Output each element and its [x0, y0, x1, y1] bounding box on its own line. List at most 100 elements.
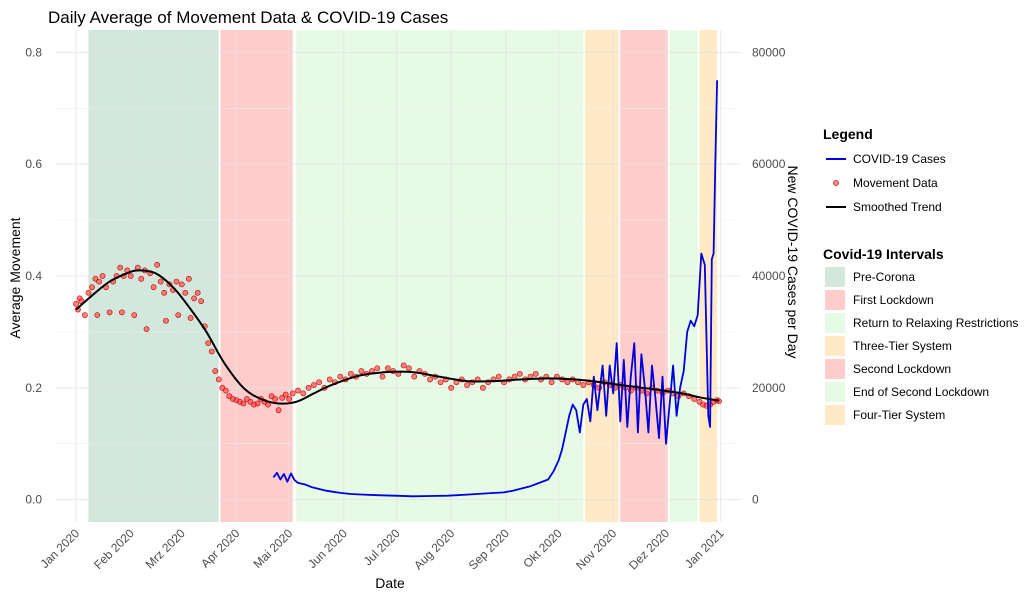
movement-point-93: [427, 376, 433, 383]
movement-point-100: [464, 382, 470, 388]
x-tick-label-6: Jul 2020: [361, 526, 403, 568]
x-tick-label-3: Apr 2020: [198, 526, 243, 571]
y-tick-label-4: 0.8: [25, 45, 42, 59]
x-tick-label-2: Mrz 2020: [143, 526, 189, 572]
movement-point-36: [182, 289, 189, 296]
legend: Legend COVID-19 Cases Movement Data Smooth…: [823, 126, 946, 214]
interval-swatch-6: [825, 405, 845, 425]
movement-point-40: [194, 289, 201, 296]
movement-point-19: [127, 273, 134, 279]
movement-point-41: [198, 298, 205, 305]
interval-swatch-0: [825, 267, 845, 287]
interval-label-2: Return to Relaxing Restrictions: [853, 316, 1018, 330]
movement-point-64: [279, 394, 286, 401]
x-axis-title: Date: [375, 575, 405, 591]
movement-point-80: [358, 368, 365, 374]
intervals-legend-title: Covid-19 Intervals: [823, 246, 944, 262]
movement-point-113: [532, 370, 539, 377]
chart-title: Daily Average of Movement Data & COVID-1…: [48, 8, 448, 27]
movement-point-22: [138, 275, 145, 282]
movement-point-38: [187, 315, 194, 321]
x-axis-ticks: Jan 2020 Feb 2020 Mrz 2020 Apr 2020 Mai 2020…: [37, 526, 727, 572]
movement-point-24: [143, 326, 150, 333]
x-tick-label-9: Okt 2020: [520, 526, 565, 571]
movement-point-5: [85, 289, 92, 296]
y-axis-ticks: 0.0 0.2 0.4 0.6 0.8: [25, 45, 42, 506]
movement-point-63: [275, 407, 282, 414]
legend-key-movement-data: [833, 180, 839, 186]
movement-point-34: [175, 312, 182, 319]
x-tick-label-11: Dez 2020: [626, 526, 672, 572]
movement-point-116: [548, 379, 555, 386]
movement-point-30: [163, 317, 169, 324]
movement-point-68: [295, 387, 301, 394]
movement-point-33: [173, 278, 180, 285]
interval-swatch-4: [825, 359, 845, 379]
x-tick-label-0: Jan 2020: [37, 526, 82, 571]
legend-label-smoothed-trend: Smoothed Trend: [853, 200, 942, 214]
movement-point-70: [305, 384, 312, 391]
movement-point-27: [154, 261, 161, 268]
movement-point-37: [185, 275, 192, 282]
movement-point-69: [300, 390, 307, 397]
movement-point-95: [437, 379, 444, 386]
movement-point-0: [73, 301, 80, 307]
movement-point-109: [511, 373, 518, 380]
movement-point-8: [94, 312, 101, 319]
grid-lines: [55, 30, 740, 522]
movement-point-119: [564, 379, 571, 386]
y-tick-label-0: 0.0: [25, 493, 42, 507]
movement-point-88: [400, 362, 407, 369]
y2-tick-label-2: 40000: [752, 269, 786, 283]
movement-point-83: [374, 365, 381, 372]
x-tick-label-10: Nov 2020: [573, 526, 619, 572]
movement-point-89: [406, 365, 412, 372]
y2-axis-ticks: 0 20000 40000 60000 80000: [752, 45, 786, 506]
x-tick-label-1: Feb 2020: [91, 526, 137, 572]
movement-point-65: [282, 391, 289, 398]
interval-label-6: Four-Tier System: [853, 408, 945, 422]
x-tick-label-5: Jun 2020: [305, 526, 350, 571]
interval-label-4: Second Lockdown: [853, 362, 951, 376]
movement-point-76: [337, 373, 344, 380]
y-tick-label-2: 0.4: [25, 269, 42, 283]
y-tick-label-1: 0.2: [25, 381, 42, 395]
interval-label-3: Three-Tier System: [853, 339, 952, 353]
movement-point-53: [240, 400, 247, 407]
movement-point-28: [157, 278, 164, 285]
movement-point-84: [379, 373, 386, 380]
x-tick-label-8: Sep 2020: [466, 526, 512, 572]
interval-label-1: First Lockdown: [853, 293, 934, 307]
y2-tick-label-3: 60000: [752, 157, 786, 171]
movement-point-39: [191, 295, 198, 302]
movement-point-74: [326, 376, 333, 383]
movement-point-110: [516, 370, 523, 377]
movement-point-106: [495, 373, 502, 380]
interval-swatch-3: [825, 336, 845, 356]
y2-axis-title: New COVID-19 Cases per Day: [785, 166, 801, 359]
movement-point-12: [106, 309, 113, 316]
movement-point-97: [448, 384, 455, 391]
y-tick-label-3: 0.6: [25, 157, 42, 171]
y-axis-title: Average Movement: [7, 217, 23, 338]
movement-point-26: [150, 284, 157, 291]
movement-point-43: [205, 340, 212, 346]
movement-point-57: [254, 400, 261, 407]
movement-point-46: [215, 376, 222, 383]
movement-point-35: [178, 281, 185, 288]
movement-point-48: [222, 387, 229, 394]
movement-point-66: [286, 396, 293, 402]
movement-point-29: [161, 289, 168, 296]
movement-point-15: [117, 264, 124, 271]
movement-point-16: [119, 309, 125, 316]
y2-tick-label-1: 20000: [752, 381, 786, 395]
x-tick-label-12: Jan 2021: [682, 526, 727, 571]
movement-point-20: [131, 312, 138, 319]
movement-point-72: [316, 379, 323, 386]
movement-point-4: [82, 312, 88, 319]
movement-point-45: [212, 368, 219, 374]
smoothed-trend-line: [75, 269, 720, 405]
legend-title: Legend: [823, 126, 873, 142]
y2-tick-label-4: 80000: [752, 45, 786, 59]
